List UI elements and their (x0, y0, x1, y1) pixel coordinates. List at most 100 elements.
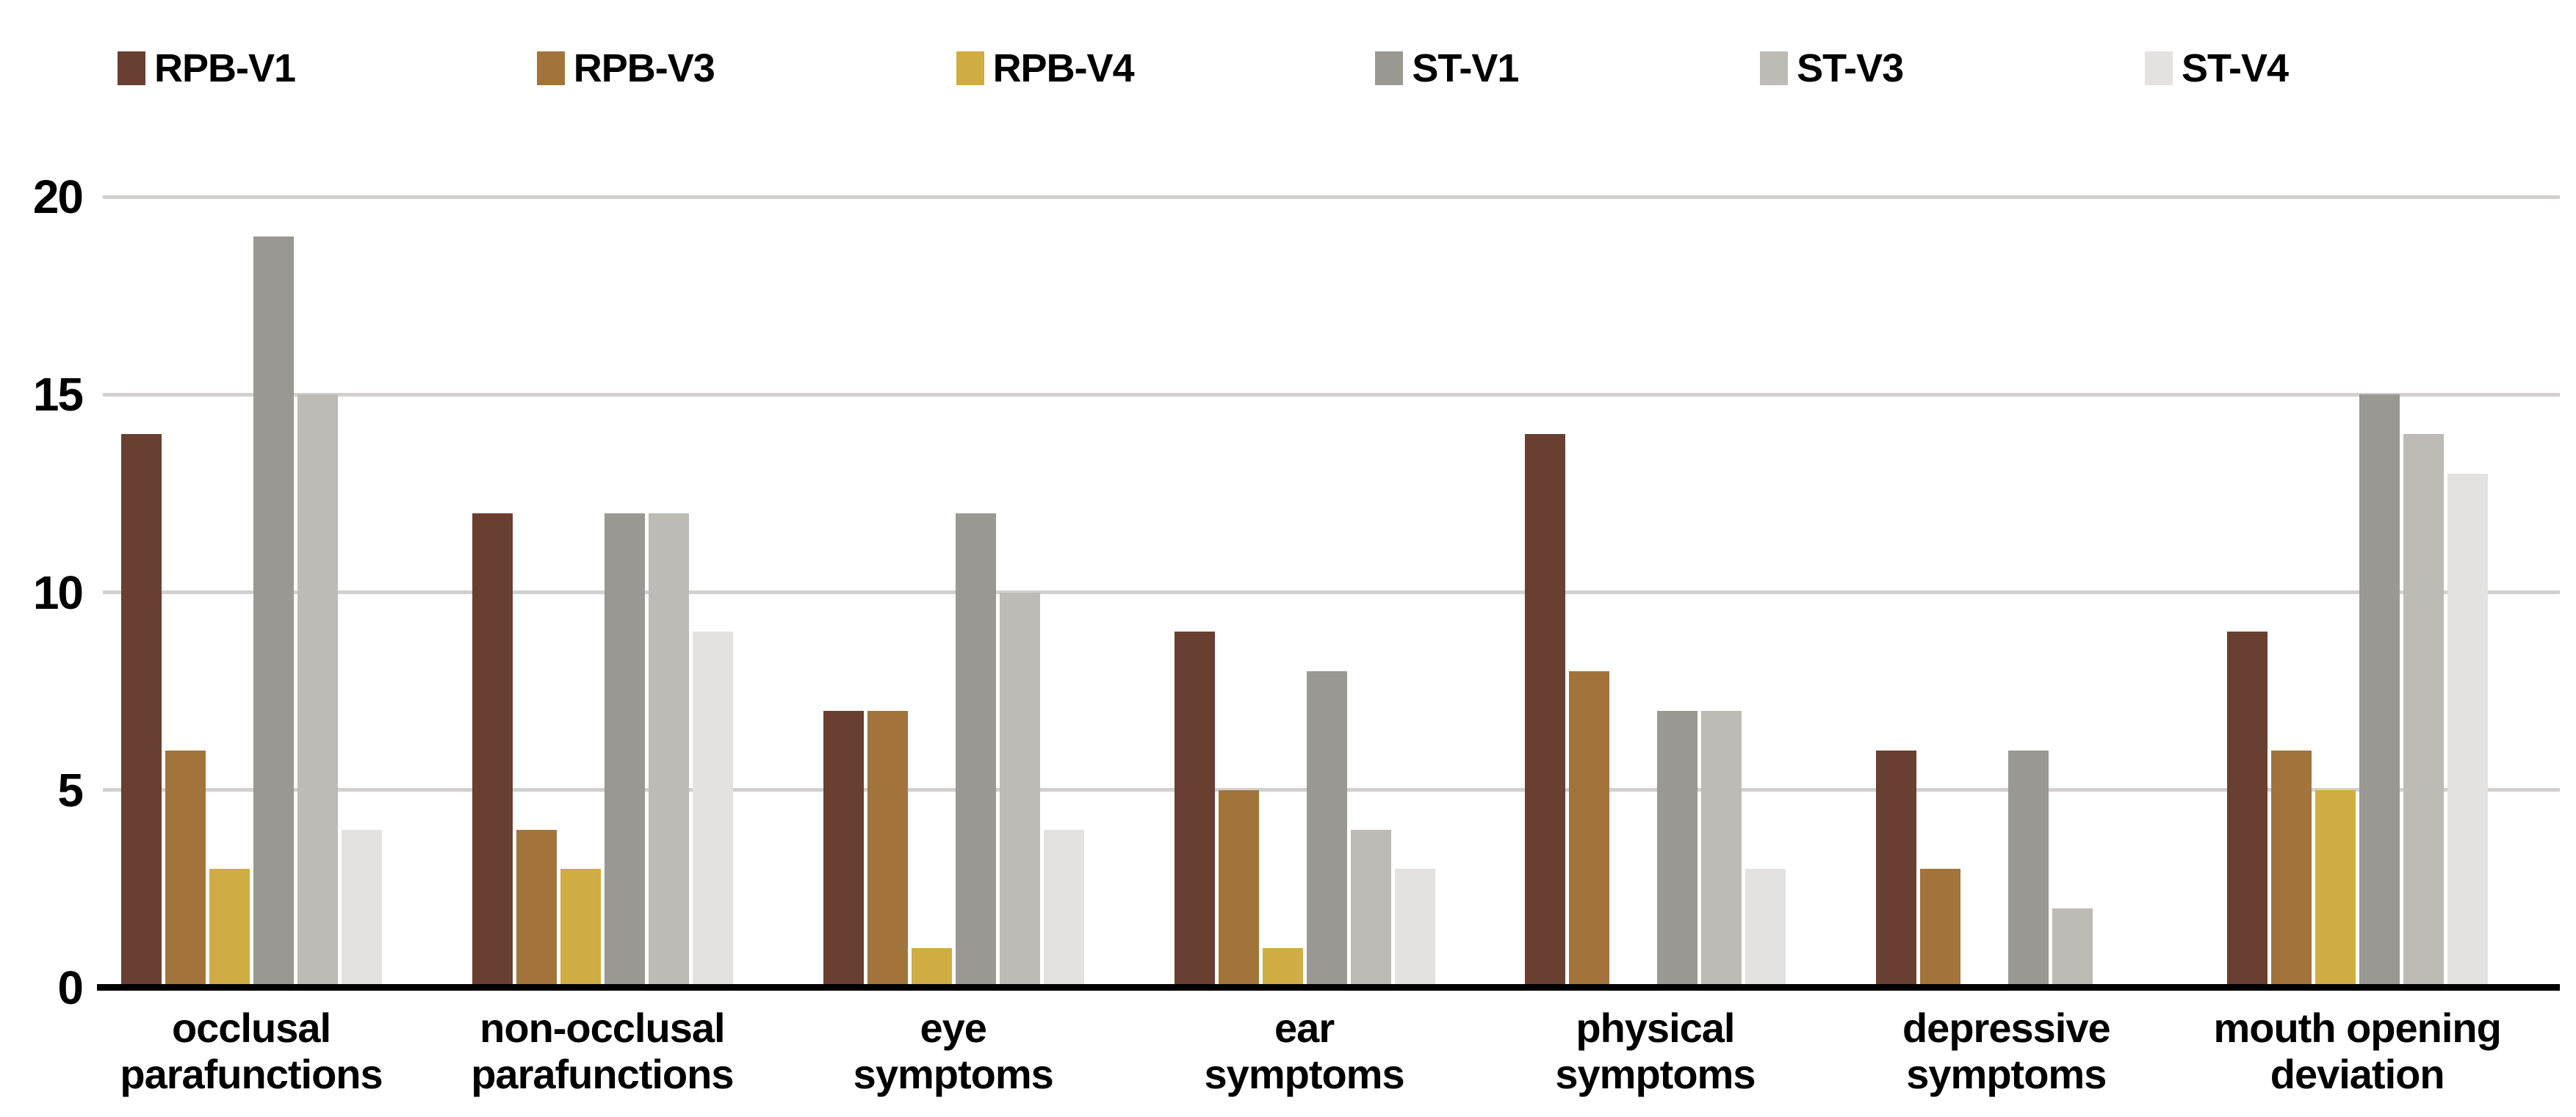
legend-label: ST-V1 (1412, 46, 1519, 90)
bar-rpb-v3-physical-symptoms (1569, 671, 1610, 988)
legend-label: ST-V3 (1797, 46, 1904, 90)
chart-legend: RPB-V1 RPB-V3 RPB-V4 ST-V1 ST-V3 ST-V4 (118, 46, 2289, 91)
x-axis-label-line: mouth opening (2213, 1005, 2501, 1051)
bar-st-v3-mouth-opening-deviation (2403, 434, 2445, 988)
x-axis-label-line: depressive (1902, 1005, 2111, 1051)
bars-row (823, 197, 1084, 988)
bar-rpb-v3-mouth-opening-deviation (2271, 750, 2312, 988)
legend-item-st-v3: ST-V3 (1760, 46, 1904, 91)
x-axis-label-line: parafunctions (120, 1050, 383, 1097)
legend-label: RPB-V3 (573, 46, 715, 90)
x-axis-category-label-non-occlusal-parafunctions: non-occlusal parafunctions (441, 1005, 764, 1097)
gridline-20 (103, 195, 2560, 199)
bar-rpb-v1-eye-symptoms (823, 711, 864, 988)
bar-st-v3-depressive-symptoms (2052, 908, 2093, 988)
x-axis-label-line: symptoms (1906, 1050, 2107, 1097)
bar-st-v3-ear-symptoms (1350, 829, 1391, 988)
x-axis-label-line: deviation (2270, 1050, 2445, 1097)
category-group-non-occlusal-parafunctions: non-occlusal parafunctions (454, 197, 805, 1096)
x-axis-category-label-occlusal-parafunctions: occlusal parafunctions (90, 1005, 413, 1097)
legend-swatch-icon (118, 51, 145, 85)
bar-st-v3-occlusal-parafunctions (297, 394, 338, 988)
bar-st-v4-physical-symptoms (1745, 869, 1786, 988)
bars-row (121, 197, 382, 988)
bar-st-v1-eye-symptoms (955, 513, 996, 988)
bar-st-v3-non-occlusal-parafunctions (648, 513, 689, 988)
legend-swatch-icon (956, 51, 984, 85)
bar-st-v1-physical-symptoms (1657, 711, 1698, 988)
bar-st-v4-non-occlusal-parafunctions (692, 632, 733, 988)
legend-item-rpb-v3: RPB-V3 (536, 46, 715, 91)
x-axis-label-line: parafunctions (471, 1050, 734, 1097)
bar-rpb-v4-occlusal-parafunctions (209, 869, 250, 988)
bar-rpb-v1-occlusal-parafunctions (121, 434, 162, 988)
x-axis-category-label-ear-symptoms: ear symptoms (1143, 1005, 1466, 1097)
y-axis-tick-label: 15 (32, 368, 84, 422)
y-axis-tick-label: 20 (32, 170, 84, 223)
bar-rpb-v3-occlusal-parafunctions (165, 750, 206, 988)
bar-rpb-v4-eye-symptoms (911, 948, 952, 988)
bar-st-v1-occlusal-parafunctions (253, 236, 294, 988)
category-group-depressive-symptoms: depressive symptoms (1858, 197, 2209, 1096)
y-axis-tick-label: 0 (57, 961, 84, 1014)
y-axis-tick-label: 5 (57, 763, 84, 817)
x-axis-category-label-physical-symptoms: physical symptoms (1493, 1005, 1816, 1097)
x-axis-label-line: symptoms (853, 1050, 1054, 1097)
legend-item-st-v4: ST-V4 (2144, 46, 2289, 91)
gridline-10 (103, 590, 2560, 594)
bars-row (2227, 197, 2489, 988)
legend-item-rpb-v4: RPB-V4 (956, 46, 1135, 91)
x-axis-label-line: non-occlusal (480, 1005, 725, 1051)
legend-item-rpb-v1: RPB-V1 (118, 46, 296, 91)
plot-area: occlusal parafunctions non-occlusal parafun… (97, 195, 2560, 1096)
bar-rpb-v4-non-occlusal-parafunctions (560, 869, 601, 988)
category-group-occlusal-parafunctions: occlusal parafunctions (103, 197, 454, 1096)
bars-row (472, 197, 733, 988)
legend-label: RPB-V4 (992, 46, 1135, 90)
gridline-15 (103, 392, 2560, 397)
y-axis-tick-label: 10 (32, 565, 84, 619)
x-axis-label-line: ear (1274, 1005, 1335, 1051)
bar-rpb-v1-depressive-symptoms (1876, 750, 1917, 988)
category-group-ear-symptoms: ear symptoms (1156, 197, 1507, 1096)
bar-rpb-v1-ear-symptoms (1174, 632, 1215, 988)
legend-swatch-icon (1375, 51, 1404, 85)
bar-rpb-v4-mouth-opening-deviation (2315, 789, 2356, 988)
category-group-eye-symptoms: eye symptoms (805, 197, 1156, 1096)
bar-st-v3-physical-symptoms (1701, 711, 1742, 988)
bar-rpb-v1-physical-symptoms (1525, 434, 1566, 988)
bar-st-v4-mouth-opening-deviation (2447, 473, 2489, 988)
bar-rpb-v4-ear-symptoms (1262, 948, 1303, 988)
bar-groups: occlusal parafunctions non-occlusal parafun… (103, 197, 2560, 1096)
bar-rpb-v3-ear-symptoms (1218, 789, 1259, 988)
bar-st-v4-occlusal-parafunctions (342, 829, 382, 988)
bar-rpb-v3-non-occlusal-parafunctions (516, 829, 557, 988)
x-axis-label-line: symptoms (1555, 1050, 1756, 1097)
x-axis-label-line: symptoms (1204, 1050, 1405, 1097)
bar-rpb-v1-mouth-opening-deviation (2227, 632, 2268, 988)
x-axis-label-line: occlusal (171, 1005, 331, 1051)
category-group-mouth-opening-deviation: mouth opening deviation (2209, 197, 2560, 1096)
x-axis-label-line: physical (1576, 1005, 1735, 1051)
x-axis-line (97, 984, 2560, 991)
category-group-physical-symptoms: physical symptoms (1507, 197, 1858, 1096)
legend-swatch-icon (536, 51, 565, 85)
x-axis-category-label-eye-symptoms: eye symptoms (792, 1005, 1115, 1097)
bar-rpb-v1-non-occlusal-parafunctions (472, 513, 513, 988)
bar-st-v1-non-occlusal-parafunctions (604, 513, 645, 988)
bars-row (1876, 197, 2137, 988)
bar-st-v1-mouth-opening-deviation (2359, 394, 2400, 988)
bar-rpb-v3-depressive-symptoms (1920, 869, 1961, 988)
bar-rpb-v3-eye-symptoms (867, 711, 908, 988)
bars-row (1525, 197, 1786, 988)
x-axis-category-label-mouth-opening-deviation: mouth opening deviation (2196, 1005, 2519, 1097)
bar-st-v1-depressive-symptoms (2008, 750, 2049, 988)
bar-st-v1-ear-symptoms (1306, 671, 1347, 988)
x-axis-label-line: eye (920, 1005, 987, 1051)
x-axis-category-label-depressive-symptoms: depressive symptoms (1844, 1005, 2168, 1097)
bar-st-v4-ear-symptoms (1394, 869, 1435, 988)
bar-st-v3-eye-symptoms (999, 592, 1040, 988)
legend-item-st-v1: ST-V1 (1375, 46, 1519, 91)
bar-st-v4-eye-symptoms (1043, 829, 1084, 988)
